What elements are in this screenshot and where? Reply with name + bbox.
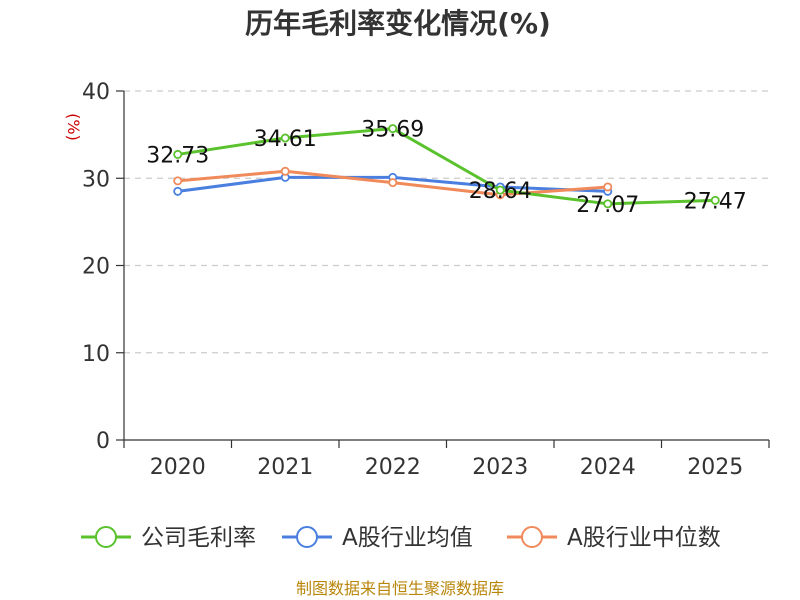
data-point [603,199,613,209]
data-point [173,149,183,159]
data-label: 34.61 [254,127,317,152]
data-point [495,185,505,195]
data-label: 35.69 [361,118,424,143]
data-label: 27.07 [576,193,639,218]
x-tick-label: 2023 [472,455,528,480]
legend-label: A股行业均值 [342,525,473,551]
chart-title: 历年毛利率变化情况(%) [245,7,551,40]
x-tick-label: 2025 [687,455,743,480]
y-tick-label: 20 [82,255,110,280]
grid [124,90,769,354]
data-label: 32.73 [146,143,209,168]
data-labels: 32.73 34.61 35.69 28.64 27.07 27.47 [146,118,746,218]
x-tick-label: 2024 [580,455,636,480]
data-point [603,182,613,192]
legend-swatch-marker [95,526,117,548]
legend-swatch-marker [521,526,543,548]
data-label: 28.64 [469,179,532,204]
x-tick-label: 2020 [150,455,206,480]
axes: 0 10 20 30 40 2020 2021 2022 2023 2024 2025 [82,80,770,480]
data-point [710,195,720,205]
legend-item[interactable]: A股行业中位数 [507,525,721,551]
legend: 公司毛利率 A股行业均值 A股行业中位数 [81,525,721,551]
data-point [173,186,183,196]
data-point [388,124,398,134]
data-label: 27.47 [684,189,747,214]
legend-label: 公司毛利率 [141,525,256,551]
legend-swatch-marker [296,526,318,548]
y-tick-label: 40 [82,80,110,105]
data-point [280,133,290,143]
data-point [173,176,183,186]
y-axis-unit-label: (%) [64,113,83,141]
source-note: 制图数据来自恒生聚源数据库 [296,579,504,598]
y-tick-label: 30 [82,167,110,192]
x-tick-label: 2021 [257,455,313,480]
y-tick-label: 0 [96,429,110,454]
legend-label: A股行业中位数 [567,525,721,551]
data-point [280,166,290,176]
y-tick-label: 10 [82,342,110,367]
x-tick-label: 2022 [365,455,421,480]
data-point [388,178,398,188]
legend-item[interactable]: 公司毛利率 [81,525,256,551]
legend-item[interactable]: A股行业均值 [282,525,473,551]
series-line [177,127,716,206]
series [173,124,720,209]
